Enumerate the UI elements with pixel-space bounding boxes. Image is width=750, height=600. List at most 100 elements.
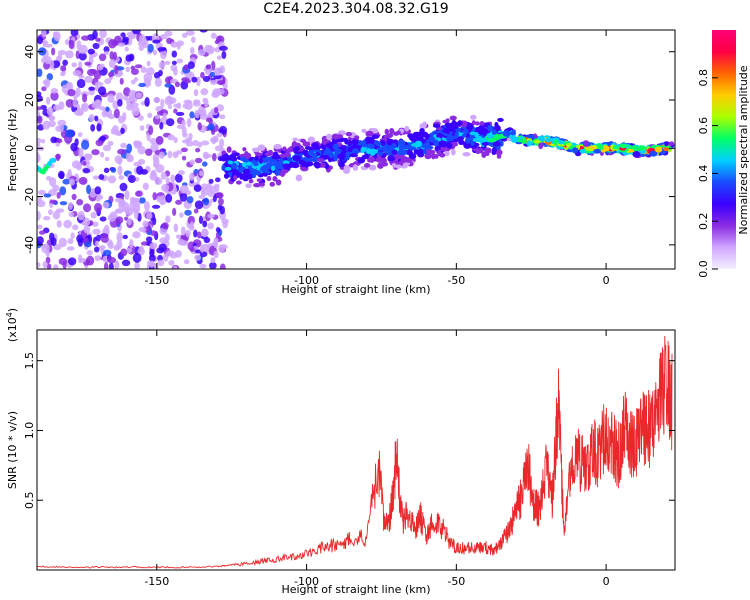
heatmap-signal-cell: [327, 143, 333, 150]
heatmap-signal-cell: [340, 144, 347, 151]
heatmap-signal-cell: [495, 149, 503, 156]
heatmap-noise-cell: [173, 136, 178, 144]
heatmap-noise-cell: [90, 211, 97, 219]
heatmap-noise-cell: [103, 224, 110, 235]
heatmap-noise-cell: [78, 147, 84, 158]
snr-xtick-label: -150: [144, 575, 169, 588]
heatmap-noise-cell: [161, 222, 169, 230]
heatmap-signal-cell: [496, 153, 502, 159]
heatmap-signal-cell: [248, 178, 254, 184]
heatmap-noise-cell: [56, 192, 61, 199]
heatmap-noise-cell: [71, 62, 77, 68]
heatmap-signal-cell: [260, 165, 269, 173]
heatmap-noise-cell: [131, 106, 140, 117]
heatmap-signal-cell: [491, 129, 497, 135]
heatmap-noise-cell: [84, 75, 93, 84]
heatmap-noise-cell: [88, 86, 96, 91]
heatmap-noise-cell: [135, 140, 143, 148]
spectrogram-panel: -150 -100 -50 0 -40 -20 0 20 40 Height of straig…: [6, 29, 676, 296]
heatmap-noise-cell: [120, 142, 127, 149]
heatmap-noise-cell: [171, 60, 177, 65]
heatmap-noise-cell: [130, 208, 140, 213]
heatmap-noise-cell: [118, 202, 126, 208]
heatmap-noise-cell: [37, 236, 44, 245]
heatmap-signal-cell: [439, 152, 446, 158]
heatmap-noise-cell: [67, 88, 76, 97]
heatmap-noise-cell: [192, 100, 201, 107]
heatmap-noise-cell: [93, 202, 103, 213]
heatmap-signal-cell: [282, 160, 290, 165]
heatmap-noise-cell: [115, 216, 124, 224]
heatmap-noise-cell: [210, 257, 216, 264]
heatmap-noise-cell: [202, 204, 210, 210]
heatmap-signal-cell: [425, 140, 430, 148]
heatmap-noise-cell: [200, 186, 205, 197]
heatmap-noise-cell: [218, 45, 228, 51]
heatmap-noise-cell: [153, 72, 161, 79]
heatmap-noise-cell: [198, 215, 204, 224]
heatmap-noise-cell: [194, 254, 202, 261]
heatmap-signal-cell: [664, 142, 669, 147]
heatmap-signal-cell: [246, 161, 252, 166]
heatmap-noise-cell: [138, 227, 147, 233]
heatmap-noise-cell: [150, 143, 159, 153]
heatmap-noise-cell: [117, 165, 123, 176]
heatmap-signal-cell: [225, 166, 232, 171]
heatmap-signal-cell: [471, 120, 476, 126]
colorbar-label: Normalized spectral amplitude: [737, 65, 750, 234]
heatmap-noise-cell: [76, 78, 86, 89]
heatmap-signal-cell: [521, 137, 527, 145]
heatmap-noise-cell: [81, 139, 90, 150]
heatmap-noise-cell: [138, 82, 147, 88]
heatmap-noise-cell: [207, 123, 215, 131]
heatmap-noise-cell: [149, 260, 154, 268]
heatmap-signal-cell: [436, 133, 444, 139]
heatmap-noise-cell: [203, 153, 213, 158]
heatmap-signal-cell: [391, 149, 398, 155]
heatmap-noise-cell: [90, 124, 96, 132]
heatmap-noise-cell: [68, 39, 75, 49]
heatmap-noise-cell: [108, 59, 116, 68]
heatmap-noise-cell: [199, 244, 205, 253]
heatmap-noise-cell: [153, 157, 160, 167]
heatmap-signal-cell: [226, 146, 232, 153]
heatmap-signal-cell: [222, 154, 228, 161]
heatmap-noise-cell: [68, 257, 77, 266]
heatmap-noise-cell: [183, 79, 192, 84]
heatmap-noise-cell: [57, 49, 67, 55]
heatmap-signal-cell: [387, 141, 393, 146]
heatmap-noise-cell: [158, 243, 167, 252]
heatmap-signal-cell: [470, 141, 475, 146]
heatmap-noise-cell: [208, 261, 217, 269]
heatmap-noise-cell: [126, 247, 132, 254]
heatmap-signal-cell: [579, 149, 586, 154]
heatmap-noise-cell: [209, 71, 215, 78]
heatmap-signal-cell: [474, 142, 480, 147]
heatmap-noise-cell: [102, 201, 110, 209]
heatmap-noise-cell: [215, 192, 224, 199]
heatmap-noise-cell: [168, 97, 177, 104]
heatmap-signal-cell: [446, 142, 453, 149]
heatmap-noise-cell: [202, 220, 208, 228]
heatmap-noise-cell: [41, 30, 47, 38]
heatmap-noise-cell: [189, 221, 195, 230]
heatmap-noise-cell: [37, 189, 47, 196]
heatmap-signal-cell: [256, 178, 263, 182]
heatmap-noise-cell: [86, 255, 95, 266]
heatmap-signal-cell: [451, 148, 456, 156]
heatmap-noise-cell: [71, 160, 81, 169]
heatmap-noise-cell: [143, 201, 150, 211]
heatmap-noise-cell: [215, 227, 221, 233]
heatmap-noise-cell: [115, 208, 122, 214]
heatmap-signal-cell: [597, 144, 604, 151]
heatmap-noise-cell: [99, 216, 107, 222]
heatmap-noise-cell: [132, 231, 141, 239]
heatmap-noise-cell: [110, 167, 117, 173]
heatmap-noise-cell: [165, 177, 170, 185]
heatmap-noise-cell: [139, 125, 145, 131]
heatmap-noise-cell: [37, 195, 42, 203]
heatmap-noise-cell: [157, 259, 165, 267]
heatmap-noise-cell: [130, 68, 139, 75]
colorbar-ticks: 0.0 0.2 0.4 0.6 0.8: [697, 69, 718, 278]
heatmap-noise-cell: [160, 171, 167, 180]
